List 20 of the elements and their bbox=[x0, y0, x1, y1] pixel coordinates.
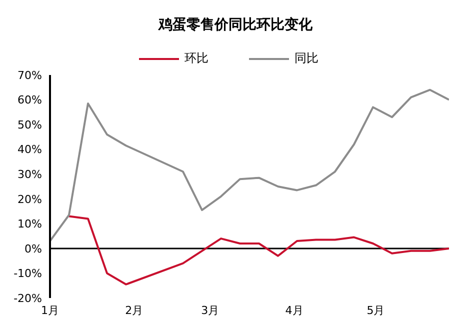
y-tick-label: 30% bbox=[18, 168, 42, 182]
y-tick-label: 10% bbox=[18, 218, 42, 231]
y-tick-label: 60% bbox=[18, 94, 42, 107]
x-tick-label: 3月 bbox=[201, 304, 220, 317]
y-tick-label: 20% bbox=[18, 192, 42, 206]
chart-title: 鸡蛋零售价同比环比变化 bbox=[157, 16, 314, 35]
line-series bbox=[50, 88, 449, 242]
y-tick-label: 50% bbox=[18, 118, 42, 132]
y-tick-label: -20% bbox=[14, 292, 42, 305]
x-tick-label: 4月 bbox=[285, 304, 304, 317]
legend-label: 环比 bbox=[184, 50, 208, 67]
y-tick-label: 0% bbox=[24, 242, 42, 256]
y-tick-label: 40% bbox=[18, 143, 42, 156]
line-series bbox=[68, 215, 449, 286]
y-tick-label: -10% bbox=[14, 267, 42, 280]
x-tick-label: 5月 bbox=[366, 304, 385, 317]
x-tick-label: 2月 bbox=[125, 304, 144, 317]
legend-label: 同比 bbox=[294, 50, 318, 67]
y-tick-label: 70% bbox=[18, 68, 42, 82]
x-tick-label: 1月 bbox=[41, 304, 59, 317]
